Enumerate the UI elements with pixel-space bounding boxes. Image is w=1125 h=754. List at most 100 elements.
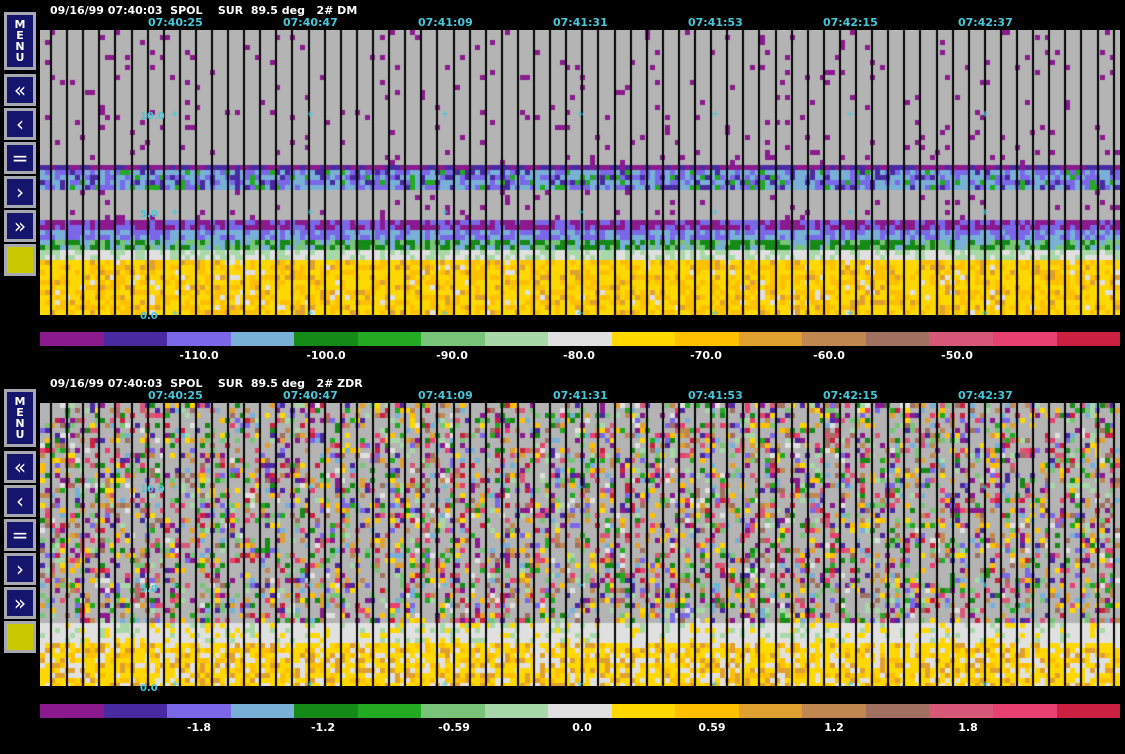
time-label: 07:41:53 — [688, 16, 743, 29]
colorbar-swatch — [357, 704, 422, 718]
time-label: 07:41:53 — [688, 389, 743, 402]
radar-image — [40, 403, 1120, 686]
range-label: 10.0 — [140, 484, 165, 495]
colorbar-swatch — [40, 704, 104, 718]
colorbar-label: -1.2 — [310, 721, 336, 734]
colorbar-label: 1.2 — [824, 721, 844, 734]
colorbar-swatch — [675, 332, 739, 346]
colorbar-swatch — [484, 332, 549, 346]
dm-panel: M E N U « ‹ = › » 09/16/99 07:40:03 SPOL… — [0, 0, 1125, 372]
time-label: 07:42:37 — [958, 16, 1013, 29]
colorbar-swatch — [167, 704, 231, 718]
colorbar-swatch — [421, 704, 485, 718]
range-label: 0.0 — [140, 683, 158, 694]
time-label: 07:42:15 — [823, 16, 878, 29]
colorbar-swatch — [611, 704, 676, 718]
time-label: 07:42:37 — [958, 389, 1013, 402]
fast-forward-button[interactable]: » — [4, 210, 36, 242]
chevron-left-icon: ‹ — [7, 488, 33, 514]
colorbar-swatch — [1056, 704, 1121, 718]
color-bar — [40, 704, 1121, 718]
colorbar-swatch — [421, 332, 485, 346]
color-swatch-button[interactable] — [4, 621, 36, 653]
color-swatch — [7, 624, 33, 650]
fast-back-button[interactable]: « — [4, 74, 36, 106]
time-label: 07:40:25 — [148, 16, 203, 29]
colorbar-swatch — [103, 332, 168, 346]
fast-back-button[interactable]: « — [4, 451, 36, 483]
chevron-right-icon: › — [7, 179, 33, 205]
menu-letter: U — [15, 428, 25, 441]
colorbar-swatch — [40, 332, 104, 346]
back-button[interactable]: ‹ — [4, 108, 36, 140]
colorbar-label: 1.8 — [958, 721, 978, 734]
radar-plot-dm[interactable] — [40, 30, 1120, 315]
menu-letter: N — [15, 40, 25, 53]
time-label: 07:40:25 — [148, 389, 203, 402]
menu-letter: E — [16, 406, 24, 419]
menu-button[interactable]: M E N U — [4, 389, 36, 447]
colorbar-swatch — [992, 332, 1057, 346]
fast-forward-button[interactable]: » — [4, 587, 36, 619]
colorbar-swatch — [294, 332, 358, 346]
chevron-right-icon: › — [7, 556, 33, 582]
colorbar-label: 0.59 — [698, 721, 726, 734]
time-label: 07:40:47 — [283, 16, 338, 29]
colorbar-swatch — [738, 332, 803, 346]
colorbar-swatch — [802, 704, 866, 718]
colorbar-swatch — [865, 332, 930, 346]
colorbar-label: -80.0 — [563, 349, 595, 362]
zdr-panel: M E N U « ‹ = › » 09/16/99 07:40:03 SPOL… — [0, 373, 1125, 754]
double-chevron-left-icon: « — [7, 77, 33, 103]
radar-image — [40, 30, 1120, 315]
double-chevron-left-icon: « — [7, 454, 33, 480]
colorbar-swatch — [230, 332, 295, 346]
colorbar-label: -90.0 — [436, 349, 468, 362]
equal-button[interactable]: = — [4, 519, 36, 551]
double-chevron-right-icon: » — [7, 213, 33, 239]
colorbar-swatch — [738, 704, 803, 718]
time-label: 07:41:09 — [418, 389, 473, 402]
colorbar-swatch — [484, 704, 549, 718]
colorbar-label: -110.0 — [179, 349, 219, 362]
menu-letter: M — [14, 395, 26, 408]
colorbar-label: -50.0 — [941, 349, 973, 362]
range-label: 0.0 — [140, 311, 158, 322]
colorbar-swatch — [675, 704, 739, 718]
forward-button[interactable]: › — [4, 553, 36, 585]
chevron-left-icon: ‹ — [7, 111, 33, 137]
colorbar-swatch — [230, 704, 295, 718]
colorbar-swatch — [992, 704, 1057, 718]
menu-letter: N — [15, 417, 25, 430]
menu-button[interactable]: M E N U — [4, 12, 36, 70]
range-label: 5.0 — [140, 209, 158, 220]
range-label: 5.0 — [140, 584, 158, 595]
colorbar-swatch — [103, 704, 168, 718]
colorbar-swatch — [294, 704, 358, 718]
range-label: 10.0 — [140, 111, 165, 122]
time-label: 07:42:15 — [823, 389, 878, 402]
back-button[interactable]: ‹ — [4, 485, 36, 517]
colorbar-swatch — [802, 332, 866, 346]
time-label: 07:41:31 — [553, 16, 608, 29]
colorbar-label: -70.0 — [690, 349, 722, 362]
colorbar-label: -1.8 — [186, 721, 212, 734]
panel-header: 09/16/99 07:40:03 SPOL SUR 89.5 deg 2# D… — [50, 4, 358, 17]
equal-icon: = — [7, 145, 33, 171]
forward-button[interactable]: › — [4, 176, 36, 208]
time-label: 07:41:09 — [418, 16, 473, 29]
colorbar-label: -0.59 — [438, 721, 470, 734]
colorbar-swatch — [357, 332, 422, 346]
colorbar-swatch — [865, 704, 930, 718]
equal-button[interactable]: = — [4, 142, 36, 174]
panel-header: 09/16/99 07:40:03 SPOL SUR 89.5 deg 2# Z… — [50, 377, 363, 390]
colorbar-swatch — [548, 704, 612, 718]
colorbar-swatch — [611, 332, 676, 346]
radar-plot-zdr[interactable] — [40, 403, 1120, 686]
menu-letter: E — [16, 29, 24, 42]
color-swatch-button[interactable] — [4, 244, 36, 276]
colorbar-swatch — [929, 332, 993, 346]
colorbar-label: -60.0 — [813, 349, 845, 362]
colorbar-swatch — [929, 704, 993, 718]
colorbar-swatch — [1056, 332, 1121, 346]
